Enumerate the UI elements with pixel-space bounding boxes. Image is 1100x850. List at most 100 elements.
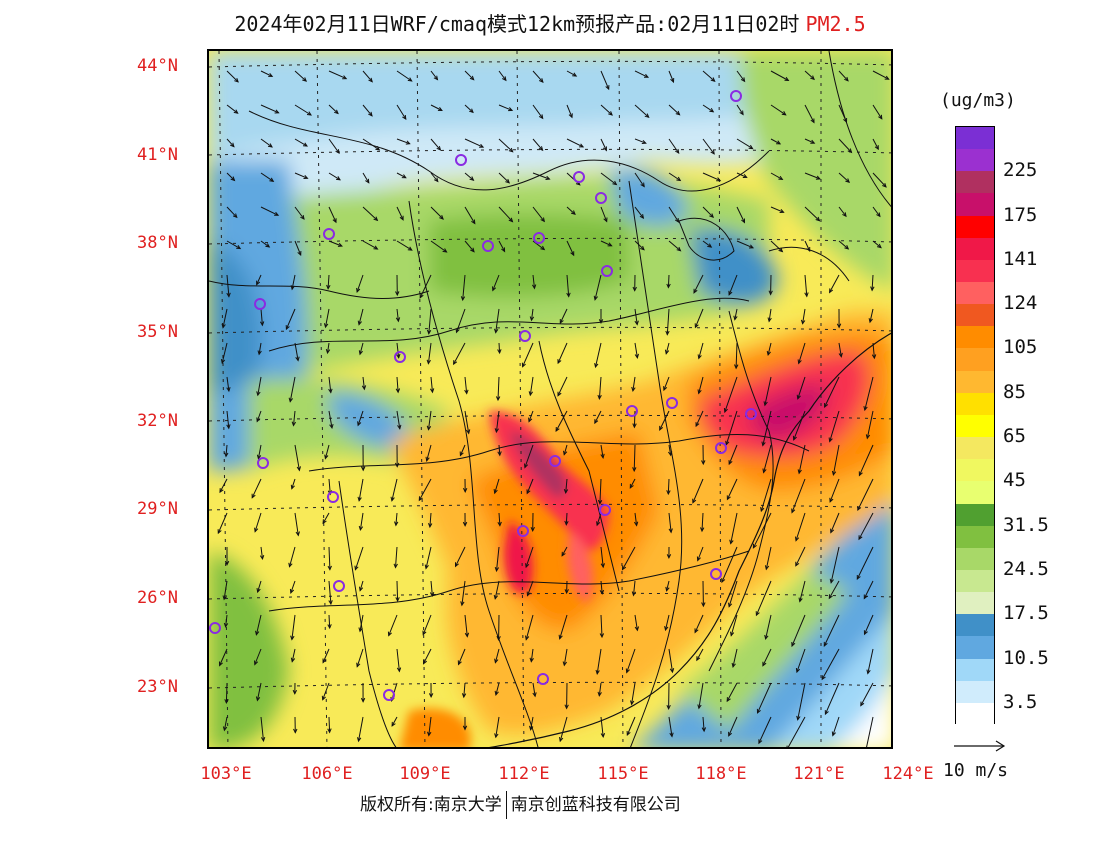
wind-vector-head bbox=[290, 635, 295, 641]
wind-vector bbox=[328, 410, 333, 428]
wind-vector bbox=[497, 376, 500, 401]
wind-vector-head bbox=[871, 354, 877, 360]
wind-vector bbox=[736, 70, 746, 82]
wind-vector-head bbox=[564, 520, 569, 526]
wind-vector bbox=[529, 376, 534, 396]
wind-vector bbox=[600, 240, 612, 247]
wind-vector bbox=[804, 138, 815, 144]
wind-vector-head bbox=[471, 219, 476, 225]
wind-vector-head bbox=[327, 728, 332, 734]
wind-vector bbox=[532, 138, 543, 151]
wind-vector-head bbox=[455, 562, 459, 568]
wind-vector bbox=[391, 478, 398, 501]
wind-vector-head bbox=[391, 721, 396, 727]
wind-vector-head bbox=[791, 641, 796, 648]
wind-vector-head bbox=[709, 213, 715, 219]
wind-vector bbox=[566, 240, 575, 256]
city-marker bbox=[710, 568, 722, 580]
wind-vector bbox=[430, 70, 438, 80]
colorbar-segment bbox=[956, 127, 994, 150]
wind-vector bbox=[419, 274, 432, 298]
wind-vector bbox=[596, 648, 602, 674]
wind-vector bbox=[566, 104, 573, 118]
wind-vector bbox=[455, 546, 466, 567]
wind-vector bbox=[594, 410, 602, 424]
wind-vector bbox=[251, 478, 262, 498]
city-marker bbox=[730, 90, 742, 102]
wind-vector bbox=[668, 240, 681, 252]
wind-vector-head bbox=[740, 77, 746, 83]
wind-vector bbox=[358, 478, 364, 501]
wind-vector bbox=[526, 478, 534, 494]
wind-vector bbox=[698, 342, 704, 359]
wind-vector bbox=[225, 682, 228, 703]
wind-vector bbox=[668, 206, 680, 223]
pm25-map[interactable] bbox=[207, 49, 893, 749]
wind-reference-label: 10 m/s bbox=[943, 760, 1009, 781]
wind-vector-head bbox=[668, 528, 673, 534]
wind-vector bbox=[430, 580, 433, 596]
wind-vector-head bbox=[300, 214, 305, 220]
wind-vector-head bbox=[755, 611, 760, 617]
wind-vector-head bbox=[531, 284, 537, 290]
wind-vector bbox=[260, 240, 270, 248]
wind-vector-head bbox=[396, 667, 402, 673]
colorbar-tick-label: 24.5 bbox=[1003, 557, 1049, 580]
wind-vector-head bbox=[394, 521, 399, 527]
wind-vector-head bbox=[792, 435, 797, 441]
wind-vector-head bbox=[723, 407, 728, 414]
wind-vector-head bbox=[600, 563, 605, 569]
wind-vector bbox=[596, 512, 602, 526]
wind-vector-head bbox=[815, 175, 821, 180]
wind-vector-head bbox=[226, 424, 231, 430]
wind-vector bbox=[694, 614, 704, 633]
wind-vector-head bbox=[321, 695, 326, 701]
wind-vector-head bbox=[762, 661, 767, 667]
wind-vector bbox=[555, 410, 568, 432]
wind-vector-head bbox=[603, 217, 608, 223]
wind-vector bbox=[830, 512, 840, 533]
wind-vector bbox=[565, 512, 568, 525]
wind-vector-head bbox=[418, 496, 423, 502]
wind-vector-head bbox=[874, 145, 879, 151]
copyright-left: 版权所有:南京大学 bbox=[360, 795, 502, 815]
wind-vector bbox=[725, 410, 738, 445]
wind-vector-head bbox=[632, 286, 637, 292]
wind-vector-head bbox=[863, 405, 868, 412]
wind-vector-head bbox=[401, 174, 407, 179]
pm25-colorbar bbox=[955, 126, 995, 726]
wind-vector bbox=[328, 70, 347, 80]
wind-vector bbox=[770, 104, 786, 116]
colorbar-segment bbox=[956, 326, 994, 349]
wind-vector-head bbox=[526, 489, 531, 495]
wind-vector bbox=[294, 512, 299, 536]
wind-vector bbox=[791, 614, 806, 647]
wind-vector-head bbox=[579, 143, 585, 148]
title-main: 2024年02月11日WRF/cmaq模式12km预报产品:02月11日02时 bbox=[234, 12, 800, 36]
wind-vector bbox=[498, 138, 514, 153]
wind-vector-head bbox=[558, 634, 563, 640]
wind-vector-head bbox=[700, 527, 705, 533]
wind-vector-head bbox=[497, 451, 502, 457]
wind-vector-head bbox=[667, 451, 673, 457]
wind-vector bbox=[734, 308, 738, 320]
wind-vector-head bbox=[493, 489, 498, 495]
southwest-green-region bbox=[209, 551, 289, 747]
wind-vector bbox=[666, 580, 670, 591]
wind-vector bbox=[724, 376, 738, 413]
wind-vector-head bbox=[800, 319, 806, 325]
wind-vector bbox=[694, 308, 704, 328]
wind-vector-head bbox=[521, 362, 526, 368]
wind-vector bbox=[659, 410, 670, 431]
colorbar-tick-label: 31.5 bbox=[1003, 513, 1049, 536]
colorbar-tick-label: 85 bbox=[1003, 380, 1026, 403]
wind-vector bbox=[557, 376, 568, 396]
wind-vector-head bbox=[733, 315, 738, 321]
wind-vector-head bbox=[804, 292, 809, 298]
wind-vector-head bbox=[795, 536, 800, 542]
wind-vector bbox=[735, 342, 738, 369]
wind-vector bbox=[430, 376, 433, 393]
wind-vector bbox=[702, 240, 712, 248]
colorbar-segment bbox=[956, 702, 994, 726]
wind-vector bbox=[864, 614, 874, 635]
